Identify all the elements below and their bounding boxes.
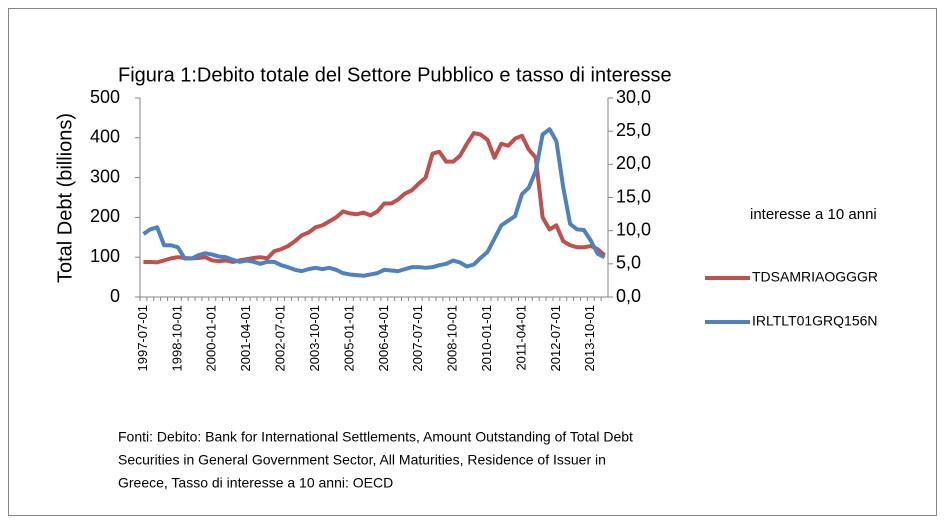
y2-tick-label: 30,0: [616, 87, 651, 107]
x-tick-label: 2003-10-01: [307, 305, 322, 372]
x-tick-label: 1998-10-01: [169, 305, 184, 372]
x-tick-label: 2013-10-01: [582, 305, 597, 372]
x-tick-label: 2008-10-01: [445, 305, 460, 372]
y2-tick-label: 5,0: [616, 253, 641, 273]
y2-tick-label: 10,0: [616, 219, 651, 239]
source-note: Fonti: Debito: Bank for International Se…: [118, 429, 633, 445]
legend-label: IRLTLT01GRQ156N: [752, 313, 878, 329]
y-tick-label: 200: [90, 206, 120, 226]
x-tick-label: 2010-01-01: [479, 305, 494, 372]
source-note: Greece, Tasso di interesse a 10 anni: OE…: [118, 475, 393, 491]
chart-title: Figura 1:Debito totale del Settore Pubbl…: [118, 64, 672, 86]
x-tick-label: 2001-04-01: [238, 305, 253, 372]
x-tick-label: 2005-01-01: [341, 305, 356, 372]
x-tick-label: 2002-07-01: [273, 305, 288, 372]
y-tick-label: 500: [90, 87, 120, 107]
y-tick-label: 100: [90, 246, 120, 266]
y-tick-label: 0: [110, 286, 120, 306]
source-note: Securities in General Government Sector,…: [118, 452, 606, 468]
series-line: [143, 131, 606, 265]
x-tick-label: 2012-07-01: [548, 305, 563, 372]
x-tick-label: 2006-04-01: [376, 305, 391, 372]
series-line: [142, 127, 606, 278]
y2-axis-title: interesse a 10 anni: [750, 206, 877, 223]
y2-tick-label: 25,0: [616, 120, 651, 140]
legend-label: TDSAMRIAOGGGR: [752, 269, 878, 285]
y-tick-label: 300: [90, 166, 120, 186]
y2-tick-label: 15,0: [616, 186, 651, 206]
x-tick-label: 2007-07-01: [410, 305, 425, 372]
y2-tick-label: 0,0: [616, 286, 641, 306]
y-tick-label: 400: [90, 127, 120, 147]
x-tick-label: 2011-04-01: [513, 305, 528, 371]
y-axis-title: Total Debt (billions): [54, 113, 76, 283]
x-tick-label: 1997-07-01: [135, 305, 150, 372]
x-tick-label: 2000-01-01: [204, 305, 219, 372]
y2-tick-label: 20,0: [616, 153, 651, 173]
